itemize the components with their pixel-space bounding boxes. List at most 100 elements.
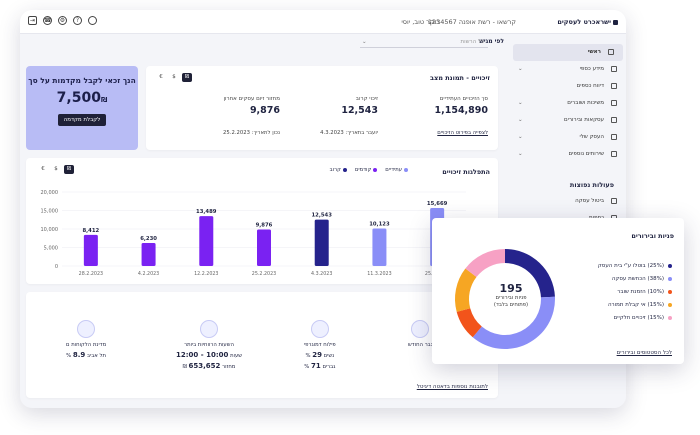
store-icon: [611, 134, 617, 140]
inquiry-legend-item: (38%) הכחשת עסקה: [598, 273, 672, 286]
sidebar-item-2[interactable]: דיווח כספים: [510, 78, 626, 95]
legend-dot: [373, 167, 378, 172]
stat-value: 10:00 - 12:00: [176, 351, 229, 359]
stat-unit: ₪: [182, 364, 187, 370]
credits-detail-link[interactable]: לצפייה בפירוט הזיכויים: [437, 130, 488, 136]
top-bar: ⇥ ☎ ⚙ ? בוקר טוב, יוסי קרשאו - רשת אופנה…: [20, 10, 626, 34]
stat-peak-hours: השעות הרווחיות ביותר שעות 10:00 - 12:00 …: [176, 320, 242, 370]
stat-title: פילוח דמוגרפי: [304, 342, 336, 348]
donut-slice[interactable]: [465, 249, 505, 278]
credits-status-card: € $ ₪ זיכויים - תמונת מצב סך הזיכויים הע…: [146, 66, 498, 150]
bar[interactable]: [372, 228, 387, 266]
legend-dot: [668, 276, 672, 281]
cancel-icon: [611, 198, 617, 204]
donut-center: 195 פניות ובירורים (פתוחים בלבד): [476, 282, 546, 309]
currency-eur[interactable]: €: [159, 74, 163, 80]
quick-action-0[interactable]: ביטול עסקה: [510, 193, 626, 210]
currency-usd[interactable]: $: [54, 166, 58, 172]
y-tick-label: 0: [55, 264, 58, 270]
donut-slice[interactable]: [455, 268, 477, 312]
sidebar-item-4[interactable]: עסקאות ובירורים ⌄: [510, 112, 626, 129]
currency-eur[interactable]: €: [41, 166, 45, 172]
stat-customer-city: מדינת הלקוחות ם תל אביב 8.9 %: [66, 320, 106, 359]
bar[interactable]: [314, 219, 329, 266]
quick-actions-title: פעולות נפוצות: [569, 181, 614, 189]
bar[interactable]: [83, 234, 98, 266]
chevron-down-icon: ⌄: [518, 117, 523, 123]
y-tick-label: 10,000: [41, 227, 59, 233]
legend-future: עתידיים: [385, 167, 408, 173]
sidebar-item-6[interactable]: שירותים נוספים ⌄: [510, 146, 626, 163]
y-tick-label: 20,000: [41, 190, 59, 196]
search-icon[interactable]: [88, 16, 97, 25]
sidebar-item-5[interactable]: העסק שלי ⌄: [510, 129, 626, 146]
bar[interactable]: [141, 242, 156, 266]
y-tick-label: 5,000: [44, 246, 58, 252]
donut-slice[interactable]: [456, 308, 482, 338]
chart-currency-toggle: € $ ₪: [38, 165, 74, 174]
sidebar-item-label: משיכות ושוברים: [567, 100, 604, 106]
x-tick-label: 12.2.2023: [194, 271, 218, 277]
currency-toggle: € $ ₪: [156, 73, 192, 82]
bar[interactable]: [199, 216, 214, 266]
refresh-icon: [611, 117, 617, 123]
stat-unit: %: [305, 353, 311, 359]
sidebar-item-label: העסק שלי: [579, 134, 604, 140]
sidebar-item-0[interactable]: ראשי: [513, 44, 623, 61]
logout-icon[interactable]: ⇥: [28, 16, 37, 25]
phone-icon[interactable]: ☎: [43, 16, 52, 25]
stat-row: גברים 71 %: [304, 362, 336, 370]
chevron-down-icon: ⌄: [518, 66, 523, 72]
bar-value-label: 6,230: [140, 236, 157, 242]
stat-row: תל אביב 8.9 %: [66, 351, 106, 359]
filter-select[interactable]: כל הרשות ⌄: [360, 36, 488, 48]
metric-turnover: מחזור זיום עסקים אחרון 9,876 נכון לתאריך…: [223, 96, 280, 136]
metric-label: מחזור זיום עסקים אחרון: [223, 96, 280, 102]
legend-dot: [404, 167, 408, 172]
stat-unit: %: [304, 364, 310, 370]
stat-row: שעות 10:00 - 12:00: [176, 351, 242, 359]
stat-key: תל אביב: [87, 353, 107, 359]
currency-ils[interactable]: ₪: [64, 165, 74, 174]
metric-foot: נכון לתאריך: 25.2.2023: [223, 130, 280, 136]
brand-name: ישראכרט לעסקים: [557, 18, 611, 26]
bar[interactable]: [257, 229, 271, 266]
bar-value-label: 12,543: [311, 213, 332, 219]
help-icon[interactable]: ?: [73, 16, 82, 25]
legend-dot: [668, 302, 672, 307]
donut-slice[interactable]: [472, 296, 555, 349]
advance-promo-card: הנך זכאי לקבל מקדמות על סך 7,500₪ לקבלת …: [26, 66, 138, 150]
filter-bar: לפי מגיש כל הרשות ⌄: [20, 34, 626, 50]
quick-action-label: ביטול עסקה: [575, 198, 604, 204]
all-statuses-link[interactable]: לכל הסטטוסים ובירורים: [616, 350, 672, 356]
more-insights-link[interactable]: לתובנות נוספות בדאטה דיגיטל: [416, 384, 488, 390]
app-window: ⇥ ☎ ⚙ ? בוקר טוב, יוסי קרשאו - רשת אופנה…: [20, 10, 626, 408]
account-selector[interactable]: קרשאו - רשת אופנה 1234567: [427, 18, 516, 26]
gear-icon[interactable]: ⚙: [58, 16, 67, 25]
metric-future: סך הזיכויים העתידיים 1,154,890 לצפייה בפ…: [435, 96, 489, 136]
clock-icon: [200, 320, 219, 338]
brand-icon: [613, 19, 618, 25]
map-icon: [77, 320, 96, 338]
currency-ils[interactable]: ₪: [182, 73, 192, 82]
wallet-icon: [611, 100, 617, 106]
bar-value-label: 13,489: [196, 209, 217, 215]
promo-title: הנך זכאי לקבל מקדמות על סך: [28, 76, 136, 85]
stat-value: 29: [312, 351, 322, 359]
sidebar-item-3[interactable]: משיכות ושוברים ⌄: [510, 95, 626, 112]
inquiry-legend-item: (15%) זיכויים חלקיים: [598, 312, 672, 325]
inquiry-legend-label: (15%) זיכויים חלקיים: [613, 315, 664, 321]
sidebar-item-1[interactable]: מידע כספי ⌄: [510, 61, 626, 78]
filter-label: לפי מגיש: [479, 38, 504, 45]
stat-title: גבר החודש: [408, 342, 433, 348]
sidebar-item-label: עסקאות ובירורים: [564, 117, 604, 123]
legend-label: קודמים: [354, 167, 372, 173]
inquiries-title: פניות ובירורים: [631, 232, 674, 240]
get-advance-button[interactable]: לקבלת מקדמה: [57, 114, 107, 126]
legend-dot: [668, 289, 672, 294]
metric-value: 9,876: [249, 105, 280, 116]
currency-usd[interactable]: $: [172, 74, 176, 80]
donut-sub1: פניות ובירורים: [495, 295, 527, 301]
donut-slice[interactable]: [505, 249, 555, 298]
legend-previous: קודמים: [354, 167, 378, 173]
